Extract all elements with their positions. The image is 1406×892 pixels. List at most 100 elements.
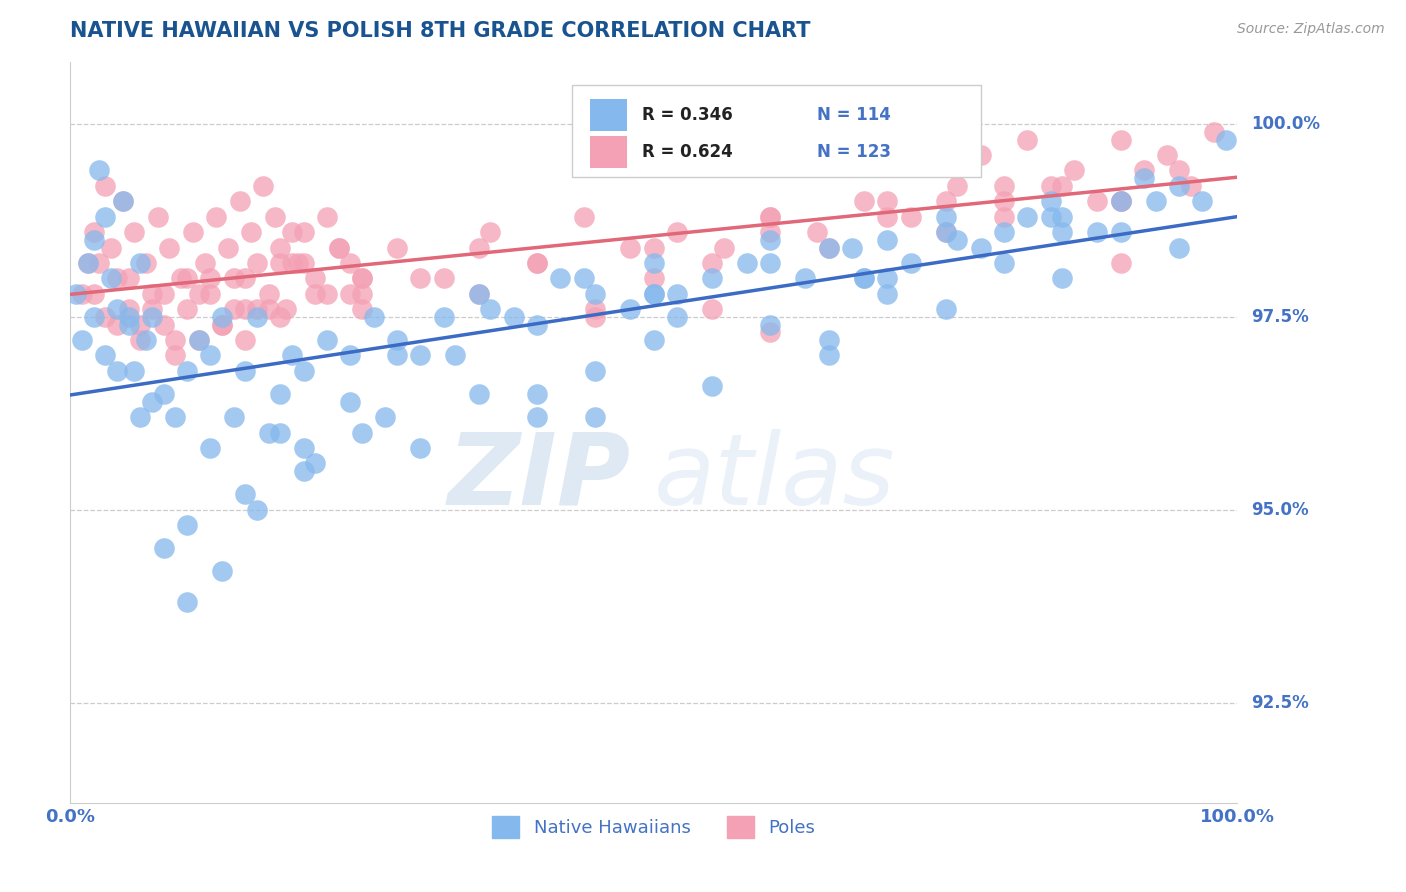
Point (328, 241, 350, 255)
Point (666, 310, 689, 324)
Point (165, 410, 187, 425)
Point (129, 410, 152, 425)
Point (105, 318, 128, 332)
Point (409, 441, 432, 455)
Point (233, 302, 256, 317)
Point (1039, 210, 1062, 224)
Point (759, 326, 782, 340)
Point (269, 310, 291, 324)
Point (1109, 194, 1132, 209)
Point (1202, 125, 1225, 139)
FancyBboxPatch shape (572, 85, 980, 178)
Point (269, 387, 291, 401)
Point (118, 271, 141, 285)
Point (1144, 194, 1167, 209)
Point (619, 241, 641, 255)
Text: R = 0.346: R = 0.346 (643, 106, 733, 124)
Point (352, 271, 374, 285)
Point (993, 178, 1015, 193)
Point (252, 178, 274, 193)
FancyBboxPatch shape (589, 136, 627, 168)
Point (1109, 225, 1132, 239)
Point (304, 286, 326, 301)
Point (526, 318, 548, 332)
Point (934, 210, 956, 224)
Point (193, 256, 215, 270)
Point (316, 333, 339, 347)
Point (585, 410, 607, 425)
Point (187, 333, 209, 347)
Point (702, 256, 724, 270)
Point (240, 225, 263, 239)
Point (263, 210, 285, 224)
Point (374, 410, 396, 425)
Point (643, 286, 665, 301)
Point (1050, 178, 1074, 193)
Point (211, 318, 233, 332)
Point (643, 286, 665, 301)
Text: atlas: atlas (654, 428, 896, 525)
Point (385, 349, 408, 363)
Point (502, 310, 524, 324)
Point (352, 302, 374, 317)
Point (1109, 194, 1132, 209)
Point (572, 271, 595, 285)
Point (269, 425, 291, 440)
Point (89, 163, 111, 178)
Point (1167, 241, 1189, 255)
Point (205, 210, 228, 224)
Point (352, 286, 374, 301)
Point (1050, 210, 1074, 224)
Point (759, 210, 782, 224)
Point (806, 225, 828, 239)
Point (170, 271, 193, 285)
Point (135, 256, 157, 270)
Point (222, 271, 245, 285)
Point (467, 286, 491, 301)
Point (876, 132, 898, 146)
Point (292, 225, 315, 239)
Point (129, 256, 152, 270)
Point (433, 310, 456, 324)
Point (94, 310, 117, 324)
Point (1167, 178, 1189, 193)
Point (550, 271, 572, 285)
Point (94, 210, 117, 224)
Point (70, 286, 93, 301)
Point (141, 286, 163, 301)
Text: 97.5%: 97.5% (1251, 308, 1309, 326)
Point (385, 241, 408, 255)
Point (233, 364, 256, 378)
Point (643, 271, 665, 285)
Point (1156, 148, 1178, 162)
Point (257, 286, 280, 301)
Point (200, 286, 222, 301)
Point (111, 194, 134, 209)
Point (993, 194, 1015, 209)
Point (83, 310, 105, 324)
Point (934, 194, 956, 209)
Point (876, 194, 898, 209)
Point (934, 225, 956, 239)
Point (339, 286, 361, 301)
Point (993, 256, 1015, 270)
Point (946, 178, 969, 193)
Point (124, 225, 146, 239)
Point (585, 302, 607, 317)
Point (246, 256, 269, 270)
Point (759, 233, 782, 247)
Point (200, 349, 222, 363)
Point (339, 394, 361, 409)
Text: Source: ZipAtlas.com: Source: ZipAtlas.com (1237, 22, 1385, 37)
Point (83, 225, 105, 239)
Point (1050, 271, 1074, 285)
Point (141, 394, 163, 409)
Point (385, 333, 408, 347)
Point (76, 256, 98, 270)
Point (281, 256, 304, 270)
Point (233, 487, 256, 501)
Point (1133, 171, 1156, 186)
Point (946, 233, 969, 247)
Point (585, 364, 607, 378)
Point (152, 318, 174, 332)
